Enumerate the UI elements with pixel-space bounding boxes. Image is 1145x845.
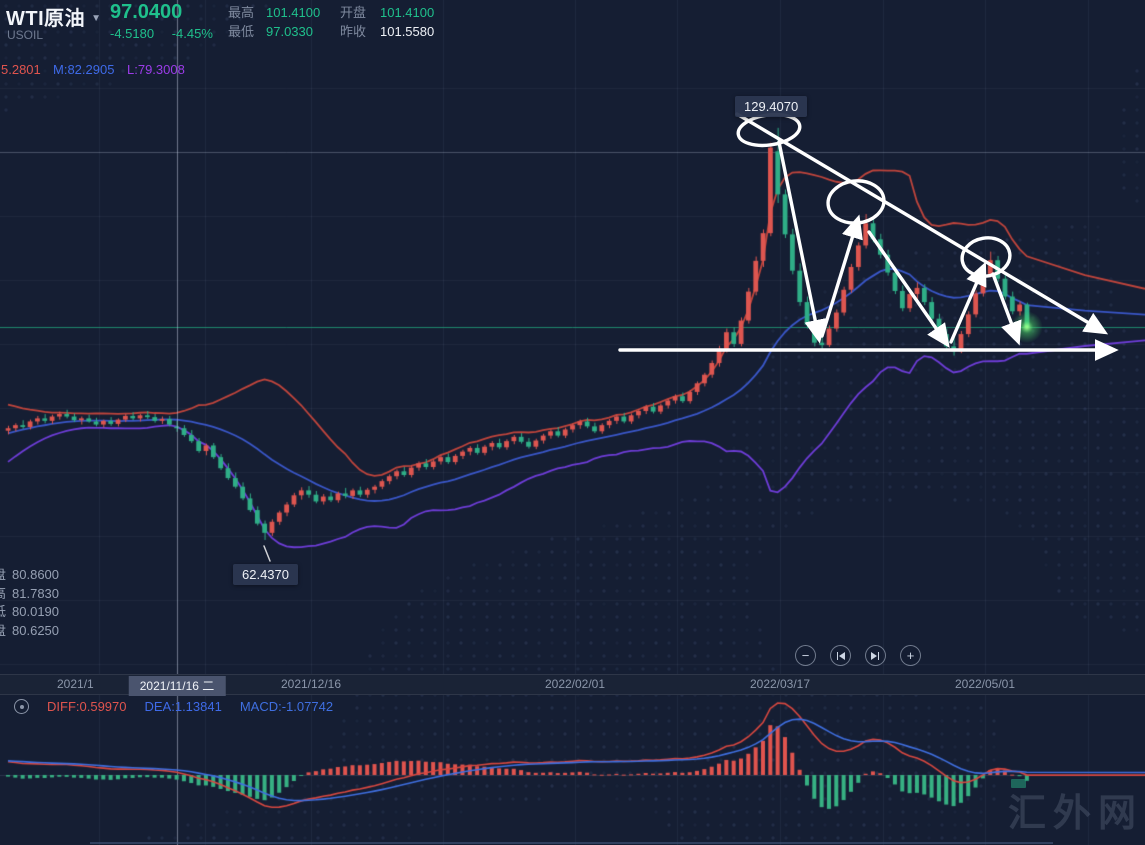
indicator-settings-icon[interactable] <box>14 699 29 714</box>
zoom-in-button[interactable]: + <box>900 645 921 666</box>
change-value: -4.5180 <box>110 26 155 41</box>
price-change: -4.5180 -4.45% <box>110 26 227 41</box>
skip-start-icon <box>836 651 839 660</box>
zoom-out-button[interactable]: − <box>795 645 816 666</box>
skip-end-icon <box>870 651 877 660</box>
stat-label-open: 开盘 <box>340 5 367 20</box>
chevron-down-icon[interactable]: ▼ <box>91 13 102 24</box>
x-axis-strip[interactable]: 2021/11/16 二 2021/1 2021/12/16 2022/02/01 2… <box>0 674 1145 696</box>
minus-icon: − <box>801 648 810 663</box>
change-percent: -4.45% <box>171 26 213 41</box>
stat-label-low: 最低 <box>228 24 255 39</box>
stat-label-prev-close: 昨收 <box>340 24 367 39</box>
macd-diff-value: DIFF:0.59970 <box>47 699 127 714</box>
symbol-selector[interactable]: WTI原油 ▼ <box>6 2 101 31</box>
boll-upper-value: 5.2801 <box>1 62 41 77</box>
x-axis-label: 2022/03/17 <box>749 677 811 691</box>
crosshair-ohlc-tooltip: 盘80.8600 高81.7830 低80.0190 盘80.6250 <box>0 567 60 638</box>
watermark-logo-icon <box>1011 779 1026 788</box>
macd-indicator-readout: DIFF:0.59970 DEA:1.13841 MACD:-1.07742 <box>14 699 333 714</box>
stat-value-open: 101.4100 <box>380 5 435 20</box>
chart-nav-controls: − + <box>795 645 921 666</box>
x-axis-label: 2021/12/16 <box>280 677 342 691</box>
crosshair-date-label: 2021/11/16 二 <box>128 676 226 696</box>
macd-dea-value: DEA:1.13841 <box>144 699 222 714</box>
ohlc-stats: 最高 101.4100 开盘 101.4100 最低 97.0330 昨收 10… <box>228 5 458 39</box>
stat-label-high: 最高 <box>228 5 255 20</box>
peak-price-label: 129.4070 <box>735 96 808 117</box>
site-watermark: 汇外网 <box>1008 793 1144 835</box>
bottom-edge-divider <box>90 842 1053 844</box>
boll-middle-value: M:82.2905 <box>53 62 115 77</box>
stat-value-high: 101.4100 <box>266 5 321 20</box>
low-price-label: 62.4370 <box>233 564 298 585</box>
skip-to-end-button[interactable] <box>865 645 886 666</box>
last-price: 97.0400 <box>110 1 183 23</box>
stat-value-low: 97.0330 <box>266 24 313 39</box>
x-axis-label: 2022/02/01 <box>544 677 606 691</box>
macd-value: MACD:-1.07742 <box>239 699 334 714</box>
stat-value-prev-close: 101.5580 <box>380 24 435 39</box>
symbol-code: USOIL <box>7 28 44 42</box>
skip-to-start-button[interactable] <box>830 645 851 666</box>
symbol-name: WTI原油 <box>6 8 86 30</box>
plus-icon: + <box>906 648 915 663</box>
boll-lower-value: L:79.3008 <box>127 62 185 77</box>
x-axis-label: 2022/05/01 <box>954 677 1016 691</box>
x-axis-label: 2021/1 <box>57 677 94 691</box>
